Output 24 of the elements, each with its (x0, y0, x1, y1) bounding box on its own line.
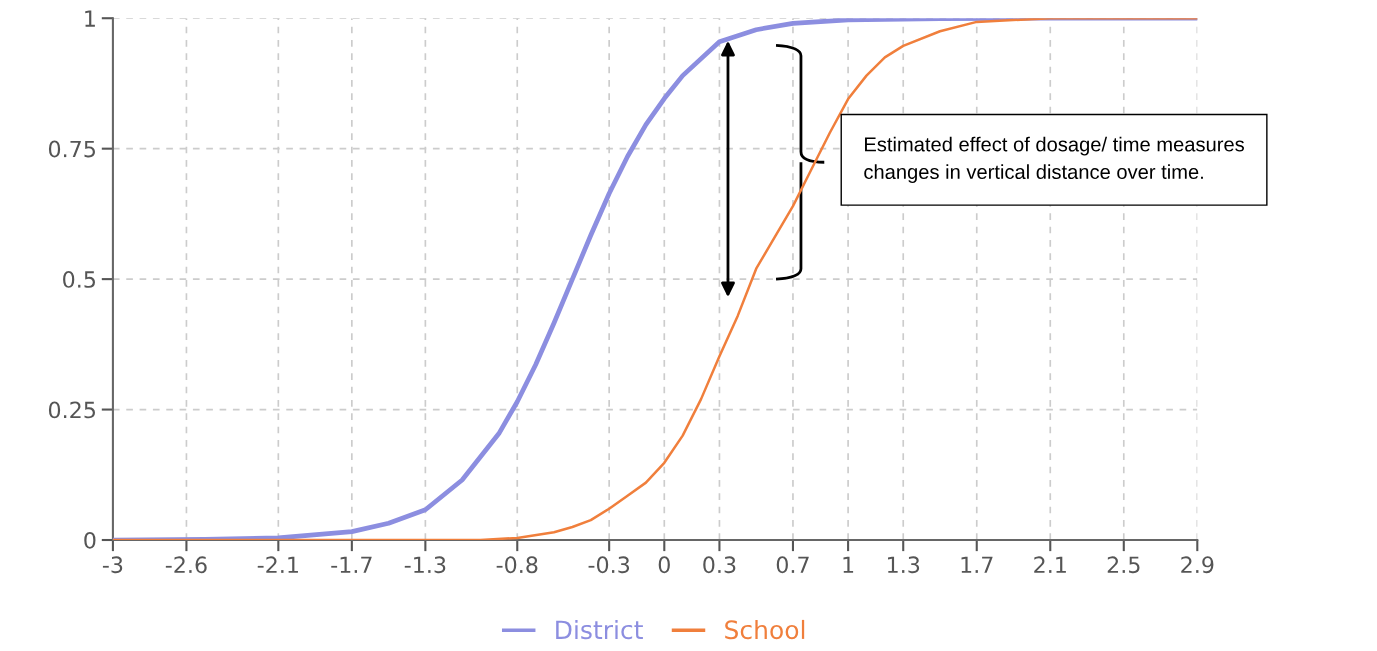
x-tick-label: -0.3 (588, 556, 630, 574)
y-tick-label: 0.75 (48, 140, 95, 158)
x-tick-label: 2.1 (1034, 556, 1066, 573)
x-tick-label: -1.3 (404, 556, 446, 574)
x-tick-label: -2.6 (165, 556, 207, 574)
x-tick-label: 0.7 (776, 556, 809, 574)
x-tick-label: 1 (843, 556, 854, 573)
x-tick-label: 0.3 (703, 556, 736, 574)
x-tick-label: 2.5 (1107, 556, 1140, 574)
x-tick-label: 1.3 (888, 556, 920, 574)
x-tick-label: 1.7 (961, 556, 993, 573)
annotation: Estimated effect of dosage/ time measures changes in vertical distance over time. (864, 136, 1244, 184)
x-tick-label: -3 (102, 556, 123, 574)
y-tick-label: 0 (84, 531, 96, 549)
y-tick-label: 0.5 (63, 271, 95, 288)
x-tick-label: -0.8 (496, 556, 538, 574)
legend-label: School (725, 619, 805, 640)
x-tick-label: 0 (658, 556, 670, 574)
x-tick-label: 2.9 (1181, 556, 1214, 574)
y-tick-label: 0.25 (48, 401, 95, 419)
legend-label: District (556, 619, 643, 640)
x-tick-label: -2.1 (257, 556, 298, 573)
x-tick-label: -1.7 (331, 556, 372, 573)
y-tick-label: 1 (85, 10, 95, 27)
